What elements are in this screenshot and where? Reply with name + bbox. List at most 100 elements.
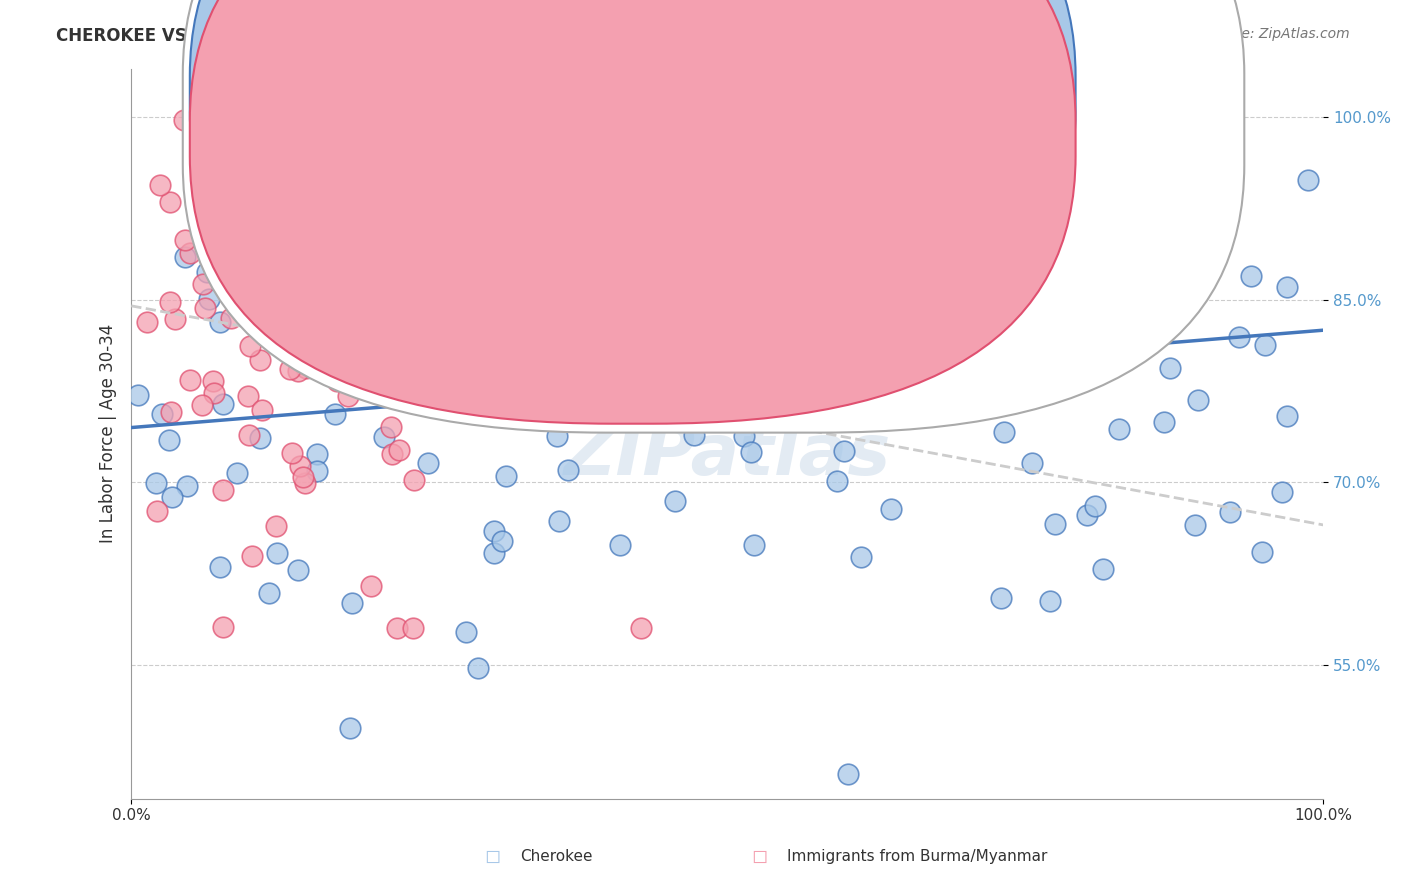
Cherokee (1187, 393, 1209, 408)
Cherokee (468, 384, 491, 398)
Cherokee (1084, 252, 1107, 266)
Immigrants from Burma/Myanmar (159, 194, 181, 209)
Immigrants from Burma/Myanmar (517, 213, 540, 227)
Immigrants from Burma/Myanmar (280, 446, 302, 460)
Cherokee (307, 447, 329, 461)
Cherokee (484, 524, 506, 539)
Cherokee (340, 596, 363, 610)
Immigrants from Burma/Myanmar (292, 470, 315, 484)
Cherokee (863, 185, 886, 199)
Cherokee (429, 135, 451, 149)
Cherokee (225, 467, 247, 481)
Cherokee (456, 625, 478, 640)
Cherokee (492, 397, 515, 411)
Cherokee (837, 767, 859, 781)
Immigrants from Burma/Myanmar (252, 402, 274, 417)
Immigrants from Burma/Myanmar (360, 579, 382, 593)
Cherokee (1039, 260, 1062, 274)
Immigrants from Burma/Myanmar (202, 375, 225, 389)
Cherokee (443, 86, 465, 100)
Immigrants from Burma/Myanmar (146, 504, 169, 518)
Immigrants from Burma/Myanmar (402, 473, 425, 487)
Immigrants from Burma/Myanmar (179, 373, 201, 387)
Cherokee (733, 428, 755, 442)
Cherokee (844, 330, 866, 344)
Cherokee (827, 474, 849, 488)
Cherokee (337, 372, 360, 386)
Immigrants from Burma/Myanmar (287, 364, 309, 378)
Cherokee (354, 318, 377, 332)
Cherokee (557, 463, 579, 477)
Cherokee (174, 250, 197, 264)
Cherokee (1076, 508, 1098, 523)
Immigrants from Burma/Myanmar (380, 419, 402, 434)
Cherokee (418, 456, 440, 470)
Cherokee (162, 491, 184, 505)
Text: Cherokee: Cherokee (520, 849, 593, 863)
Cherokee (1296, 173, 1319, 187)
Cherokee (195, 265, 218, 279)
Cherokee (508, 316, 530, 330)
Cherokee (209, 315, 232, 329)
Immigrants from Burma/Myanmar (294, 476, 316, 491)
Immigrants from Burma/Myanmar (159, 294, 181, 309)
Cherokee (495, 469, 517, 483)
Cherokee (832, 444, 855, 458)
Cherokee (609, 538, 631, 552)
Cherokee (157, 433, 180, 447)
Cherokee (212, 397, 235, 411)
Cherokee (683, 427, 706, 442)
Cherokee (357, 272, 380, 286)
Cherokee (1184, 517, 1206, 532)
Cherokee (208, 560, 231, 574)
Text: 0.100: 0.100 (703, 78, 759, 96)
Immigrants from Burma/Myanmar (212, 483, 235, 497)
Immigrants from Burma/Myanmar (224, 189, 246, 203)
Immigrants from Burma/Myanmar (219, 311, 242, 326)
Cherokee (1275, 280, 1298, 294)
Cherokee (127, 387, 149, 401)
Immigrants from Burma/Myanmar (380, 447, 402, 461)
Cherokee (1026, 86, 1049, 100)
Immigrants from Burma/Myanmar (284, 319, 307, 334)
Cherokee (630, 240, 652, 254)
Text: N = 119: N = 119 (749, 78, 830, 96)
Immigrants from Burma/Myanmar (337, 389, 360, 403)
Immigrants from Burma/Myanmar (274, 191, 297, 205)
Cherokee (359, 330, 381, 344)
Cherokee (508, 376, 530, 390)
Text: ZIPatlas: ZIPatlas (564, 421, 891, 490)
Immigrants from Burma/Myanmar (194, 301, 217, 316)
Cherokee (849, 550, 872, 565)
Cherokee (789, 371, 811, 385)
Immigrants from Burma/Myanmar (211, 620, 233, 634)
Cherokee (312, 131, 335, 145)
Immigrants from Burma/Myanmar (295, 361, 318, 376)
Cherokee (766, 201, 789, 215)
Immigrants from Burma/Myanmar (308, 348, 330, 362)
Cherokee (263, 220, 285, 235)
Cherokee (990, 591, 1012, 605)
Immigrants from Burma/Myanmar (221, 236, 243, 251)
Cherokee (710, 377, 733, 392)
Immigrants from Burma/Myanmar (292, 180, 315, 194)
Immigrants from Burma/Myanmar (309, 341, 332, 355)
Cherokee (993, 425, 1015, 439)
Cherokee (772, 285, 794, 299)
Text: ◻: ◻ (484, 847, 501, 866)
Text: CHEROKEE VS IMMIGRANTS FROM BURMA/MYANMAR IN LABOR FORCE | AGE 30-34 CORRELATION: CHEROKEE VS IMMIGRANTS FROM BURMA/MYANMA… (56, 27, 1033, 45)
Cherokee (879, 266, 901, 280)
Immigrants from Burma/Myanmar (135, 315, 157, 329)
Cherokee (727, 267, 749, 281)
Cherokee (1083, 499, 1105, 513)
Immigrants from Burma/Myanmar (218, 86, 240, 100)
Immigrants from Burma/Myanmar (361, 318, 384, 332)
Text: N = 63: N = 63 (749, 123, 817, 141)
Cherokee (339, 721, 361, 735)
Cherokee (965, 324, 987, 338)
Cherokee (491, 534, 513, 549)
Cherokee (988, 169, 1011, 184)
Cherokee (190, 213, 212, 227)
Text: Immigrants from Burma/Myanmar: Immigrants from Burma/Myanmar (787, 849, 1047, 863)
Cherokee (465, 301, 488, 316)
